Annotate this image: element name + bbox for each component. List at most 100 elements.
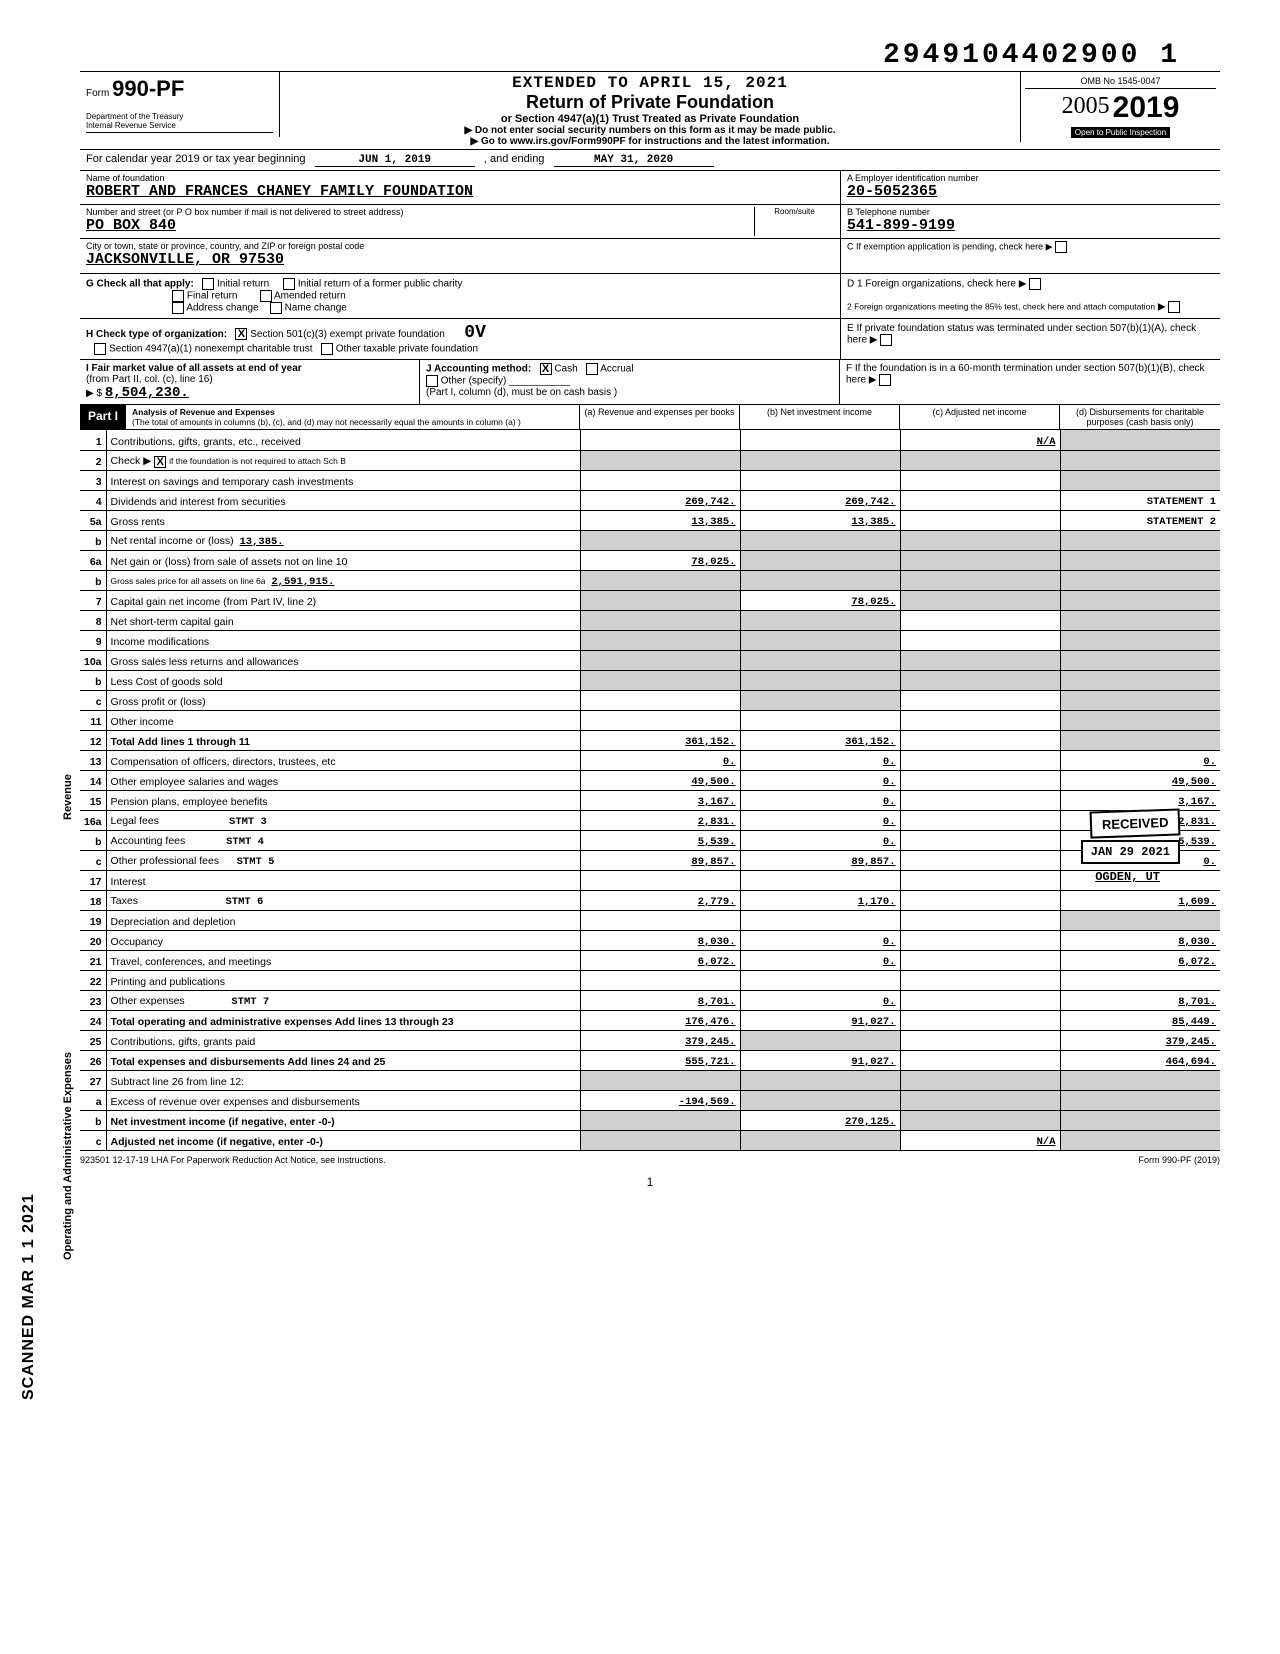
name-label: Name of foundation [86, 173, 834, 183]
city-value: JACKSONVILLE, OR 97530 [86, 251, 834, 268]
table-row: aExcess of revenue over expenses and dis… [80, 1090, 1220, 1110]
e-label: E If private foundation status was termi… [847, 323, 1196, 346]
phone-value: 541-899-9199 [847, 217, 1214, 234]
goto-irs: ▶ Go to www.irs.gov/Form990PF for instru… [288, 136, 1012, 147]
table-row: cAdjusted net income (if negative, enter… [80, 1130, 1220, 1150]
table-row: 4Dividends and interest from securities2… [80, 490, 1220, 510]
col-a-header: (a) Revenue and expenses per books [580, 405, 740, 429]
table-row: 1Contributions, gifts, grants, etc., rec… [80, 430, 1220, 450]
handwritten-0v: 0V [464, 323, 486, 343]
table-row: 2Check ▶ X if the foundation is not requ… [80, 450, 1220, 470]
table-row: bLess Cost of goods sold [80, 670, 1220, 690]
room-suite-label: Room/suite [754, 207, 834, 236]
h-4947-checkbox[interactable] [94, 343, 106, 355]
dept-treasury: Department of the TreasuryInternal Reven… [86, 112, 273, 133]
table-row: 22Printing and publications [80, 970, 1220, 990]
table-row: bNet rental income or (loss) 13,385. [80, 530, 1220, 550]
c-checkbox[interactable] [1055, 241, 1067, 253]
j-cash-checkbox[interactable]: X [540, 363, 552, 375]
f-label: F If the foundation is in a 60-month ter… [846, 363, 1205, 386]
j-other-checkbox[interactable] [426, 375, 438, 387]
foundation-name: ROBERT AND FRANCES CHANEY FAMILY FOUNDAT… [86, 183, 834, 200]
table-row: 10aGross sales less returns and allowanc… [80, 650, 1220, 670]
table-row: 27Subtract line 26 from line 12: [80, 1070, 1220, 1090]
g-final-checkbox[interactable] [172, 290, 184, 302]
col-d-header: (d) Disbursements for charitable purpose… [1060, 405, 1220, 429]
d1-checkbox[interactable] [1029, 278, 1041, 290]
open-inspection: Open to Public Inspection [1071, 127, 1170, 138]
warning-ssn: ▶ Do not enter social security numbers o… [288, 125, 1012, 136]
d1-label: D 1 Foreign organizations, check here [847, 279, 1016, 290]
i-label: I Fair market value of all assets at end… [86, 363, 302, 374]
table-row: 8Net short-term capital gain [80, 610, 1220, 630]
city-label: City or town, state or province, country… [86, 241, 834, 251]
received-date-stamp: JAN 29 2021 [1081, 840, 1180, 864]
tax-begin: JUN 1, 2019 [315, 154, 475, 167]
table-row: 19Depreciation and depletion [80, 910, 1220, 930]
j-label: J Accounting method: [426, 364, 531, 375]
part1-title: Analysis of Revenue and Expenses [132, 407, 275, 417]
col-c-header: (c) Adjusted net income [900, 405, 1060, 429]
table-row: bAccounting fees STMT 45,539.0.5,539. [80, 830, 1220, 850]
form-number: Form 990-PF [86, 76, 273, 102]
part1-note: (The total of amounts in columns (b), (c… [132, 417, 521, 427]
g-addr-change-checkbox[interactable] [172, 302, 184, 314]
d2-checkbox[interactable] [1168, 301, 1180, 313]
h-label: H Check type of organization: [86, 329, 227, 340]
g-initial-former-checkbox[interactable] [283, 278, 295, 290]
schb-checkbox[interactable]: X [154, 456, 166, 468]
footer-right: Form 990-PF (2019) [1138, 1155, 1220, 1165]
g-amended-checkbox[interactable] [260, 290, 272, 302]
table-row: bGross sales price for all assets on lin… [80, 570, 1220, 590]
form-subtitle: or Section 4947(a)(1) Trust Treated as P… [288, 113, 1012, 125]
barcode-number: 2949104402900 1 [80, 40, 1220, 71]
j-accrual-checkbox[interactable] [586, 363, 598, 375]
table-row: 3Interest on savings and temporary cash … [80, 470, 1220, 490]
tax-year: 2019 [1113, 91, 1180, 124]
table-row: 7Capital gain net income (from Part IV, … [80, 590, 1220, 610]
g-label: G Check all that apply: [86, 279, 194, 290]
extended-to: EXTENDED TO APRIL 15, 2021 [288, 74, 1012, 92]
table-row: 25Contributions, gifts, grants paid379,2… [80, 1030, 1220, 1050]
h-other-checkbox[interactable] [321, 343, 333, 355]
table-row: 13Compensation of officers, directors, t… [80, 750, 1220, 770]
table-row: 21Travel, conferences, and meetings6,072… [80, 950, 1220, 970]
table-row: 6aNet gain or (loss) from sale of assets… [80, 550, 1220, 570]
addr-label: Number and street (or P O box number if … [86, 207, 754, 217]
d2-label: 2 Foreign organizations meeting the 85% … [847, 302, 1155, 312]
ein-value: 20-5052365 [847, 183, 1214, 200]
c-label: C If exemption application is pending, c… [847, 241, 1043, 251]
footer-left: 923501 12-17-19 LHA For Paperwork Reduct… [80, 1155, 386, 1165]
street-address: PO BOX 840 [86, 217, 754, 234]
form-title: Return of Private Foundation [288, 92, 1012, 113]
h-501c3-checkbox[interactable]: X [235, 328, 247, 340]
table-row: cGross profit or (loss) [80, 690, 1220, 710]
table-row: 18Taxes STMT 62,779.1,170.1,609. [80, 890, 1220, 910]
fmv-value: 8,504,230. [105, 385, 189, 401]
expenses-side-label: Operating and Administrative Expenses [62, 1052, 74, 1260]
scanned-stamp: SCANNED MAR 1 1 2021 [20, 1193, 38, 1400]
table-row: 16aLegal fees STMT 32,831.0.2,831. [80, 810, 1220, 830]
table-row: 24Total operating and administrative exp… [80, 1010, 1220, 1030]
table-row: 5aGross rents13,385.13,385.STATEMENT 2 [80, 510, 1220, 530]
table-row: 12Total Add lines 1 through 11361,152.36… [80, 730, 1220, 750]
tax-end: MAY 31, 2020 [554, 154, 714, 167]
table-row: 23Other expenses STMT 78,701.0.8,701. [80, 990, 1220, 1010]
table-row: 9Income modifications [80, 630, 1220, 650]
table-row: 11Other income [80, 710, 1220, 730]
g-initial-checkbox[interactable] [202, 278, 214, 290]
table-row: bNet investment income (if negative, ent… [80, 1110, 1220, 1130]
f-checkbox[interactable] [879, 374, 891, 386]
received-location-stamp: OGDEN, UT [1095, 870, 1160, 884]
omb-number: OMB No 1545-0047 [1025, 76, 1216, 89]
page-number: 1 [80, 1169, 1220, 1189]
form-header: Form 990-PF Department of the TreasuryIn… [80, 71, 1220, 150]
part1-label: Part I [80, 405, 126, 429]
e-checkbox[interactable] [880, 334, 892, 346]
part1-table: 1Contributions, gifts, grants, etc., rec… [80, 430, 1220, 1151]
table-row: 14Other employee salaries and wages49,50… [80, 770, 1220, 790]
revenue-side-label: Revenue [62, 774, 74, 820]
g-name-change-checkbox[interactable] [270, 302, 282, 314]
calendar-year-row: For calendar year 2019 or tax year begin… [80, 150, 1220, 171]
col-b-header: (b) Net investment income [740, 405, 900, 429]
